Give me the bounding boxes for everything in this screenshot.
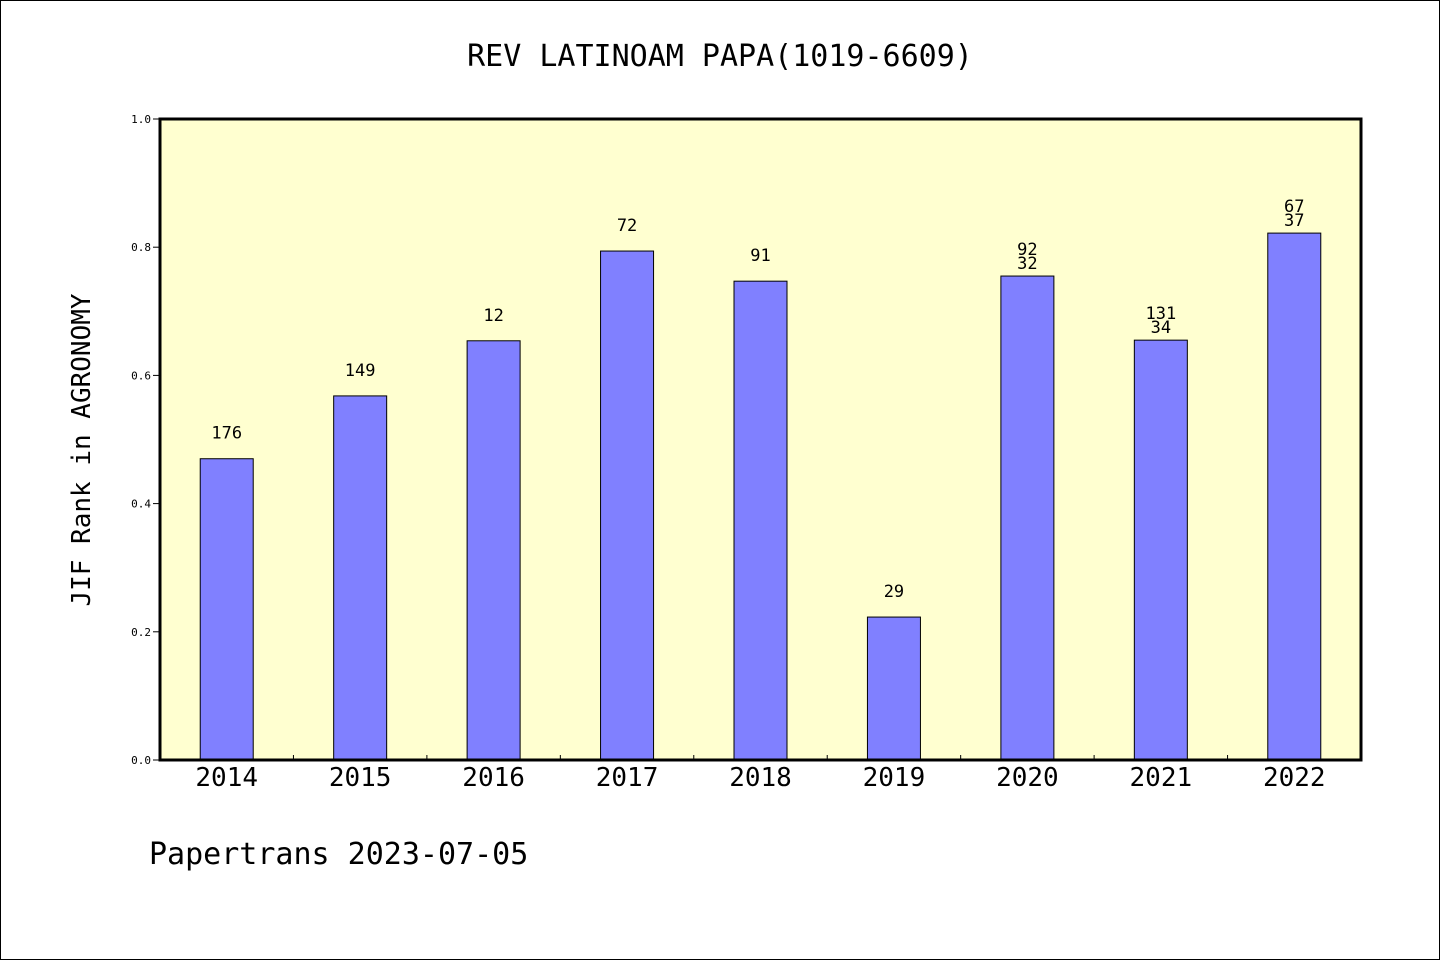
- y-tick-label: 1.0: [131, 113, 151, 126]
- bar-2015: [333, 395, 388, 761]
- bar-data-label: 32: [1017, 254, 1037, 274]
- bar-2017: [600, 250, 655, 761]
- bar-data-label: 176: [211, 424, 242, 444]
- bar-2021: [1133, 339, 1188, 761]
- bar-data-label: 29: [884, 582, 904, 602]
- y-tick-label: 0.0: [131, 754, 151, 767]
- bar-data-label: 12: [483, 306, 503, 326]
- x-tick-label: 2021: [1130, 763, 1193, 793]
- y-tick-label: 0.2: [131, 626, 151, 639]
- x-tick-label: 2015: [329, 763, 392, 793]
- footer-text: Papertrans 2023-07-05: [149, 837, 528, 872]
- bar-data-label: 37: [1284, 211, 1304, 231]
- bar-data-label: 131: [1145, 304, 1176, 324]
- chart-title: REV LATINOAM PAPA(1019-6609): [467, 39, 973, 74]
- bar-2014: [199, 458, 254, 761]
- y-tick-label: 0.4: [131, 498, 151, 511]
- bar-2018: [733, 280, 788, 761]
- x-tick-label: 2018: [729, 763, 792, 793]
- plot-border: [158, 117, 1363, 762]
- bar-2020: [1000, 275, 1055, 761]
- bar-data-label: 72: [617, 216, 637, 236]
- x-tick-label: 2016: [462, 763, 525, 793]
- x-tick-label: 2019: [863, 763, 926, 793]
- y-tick-label: 0.8: [131, 241, 151, 254]
- bar-data-label: 67: [1284, 197, 1304, 217]
- y-axis-label: JIF Rank in AGRONOMY: [67, 293, 97, 606]
- bar-data-label: 149: [345, 361, 376, 381]
- bar-2016: [466, 340, 521, 761]
- bar-data-label: 92: [1017, 240, 1037, 260]
- bar-data-label: 34: [1151, 318, 1171, 338]
- x-tick-label: 2014: [195, 763, 258, 793]
- bar-2019: [866, 616, 921, 761]
- bar-data-label: 91: [750, 246, 770, 266]
- x-tick-label: 2017: [596, 763, 659, 793]
- y-tick-label: 0.6: [131, 369, 151, 382]
- plot-area: 0.0 0.2 0.4 0.6 0.8 1.0 176 2014 149 2015 12 2016 72…: [131, 113, 1363, 793]
- x-tick-label: 2022: [1263, 763, 1326, 793]
- bar-2022: [1267, 232, 1322, 761]
- x-tick-label: 2020: [996, 763, 1059, 793]
